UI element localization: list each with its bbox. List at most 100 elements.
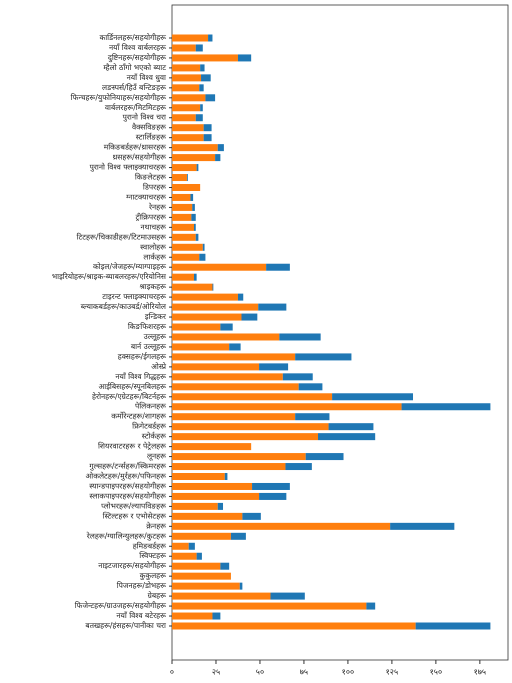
bar-segment bbox=[212, 612, 221, 620]
bar-segment bbox=[237, 54, 252, 62]
bar-segment bbox=[237, 293, 244, 301]
bar-segment bbox=[266, 263, 290, 271]
y-tick-label: ओस्प्रे bbox=[151, 362, 167, 371]
bar-segment bbox=[172, 223, 194, 231]
bar-segment bbox=[192, 203, 195, 211]
y-tick-label: पुरानो विश्व फ्लाइक्याचरहरू bbox=[90, 163, 167, 173]
y-tick-label: स्वालोहरू bbox=[140, 242, 166, 251]
y-tick-label: शियरवाटरहरू र पेट्रेलहरू bbox=[98, 442, 166, 451]
y-tick-label: नयाँ विश्व धुवा bbox=[127, 73, 167, 83]
y-tick-label: बार्न उल्लूहरू bbox=[131, 342, 166, 352]
bar-segment bbox=[215, 154, 221, 162]
x-tick-label: १७५ bbox=[474, 668, 486, 677]
bar-segment bbox=[390, 522, 455, 530]
bar-segment bbox=[172, 323, 221, 331]
bar-segment bbox=[259, 492, 287, 500]
bar-segment bbox=[199, 84, 204, 92]
bar-segment bbox=[172, 502, 218, 510]
x-tick-label: ० bbox=[170, 668, 174, 677]
y-tick-label: नथाचहरू bbox=[141, 222, 167, 231]
bar-segment bbox=[229, 343, 241, 351]
bar-segment bbox=[172, 154, 216, 162]
bar-segment bbox=[172, 373, 283, 381]
y-tick-label: मकिङबर्डहरू/थ्रासरहरू bbox=[104, 143, 166, 152]
y-tick-label: कोइल/जेजहरू/म्याग्पाइहरू bbox=[93, 262, 166, 271]
bar-segment bbox=[305, 453, 344, 461]
bar-segment bbox=[172, 343, 230, 351]
bar-segment bbox=[172, 532, 231, 540]
y-tick-label: फिजेन्टहरू/ग्राउजहरू/सहयोगीहरू bbox=[75, 601, 166, 610]
x-tick-label: १२५ bbox=[386, 668, 398, 677]
y-tick-label: ट्रीक्रिपरहरू bbox=[135, 212, 166, 221]
y-tick-label: फिन्चहरू/युफोनियाहरू/सहयोगीहरू bbox=[71, 93, 167, 103]
bar-segment bbox=[172, 174, 187, 182]
y-tick-label: कुकुलहरू bbox=[140, 571, 167, 581]
bar-segment bbox=[328, 423, 374, 431]
x-tick-label: ७५ bbox=[300, 668, 308, 677]
bar-segment bbox=[172, 363, 260, 371]
bar-segment bbox=[195, 233, 199, 241]
bar-segment bbox=[172, 562, 221, 570]
bar-segment bbox=[279, 333, 321, 341]
y-tick-label: आईबिसहरू/स्पूनबिलहरू bbox=[99, 382, 167, 392]
bar-segment bbox=[205, 94, 216, 102]
bar-segment bbox=[172, 413, 296, 421]
y-tick-label: बतखहरू/हंसहरू/पानीका चरा bbox=[85, 621, 167, 630]
bar-segment bbox=[172, 353, 296, 361]
bar-segment bbox=[332, 393, 414, 401]
bar-segment bbox=[172, 144, 218, 152]
bar-segment bbox=[172, 582, 240, 590]
bar-segment bbox=[172, 612, 213, 620]
y-tick-label: क्रेनहरू bbox=[146, 521, 166, 530]
y-tick-label: किङलेटहरू bbox=[135, 173, 166, 182]
bar-segment bbox=[318, 433, 376, 441]
y-tick-label: लार्कहरू bbox=[143, 252, 166, 261]
y-tick-label: स्यान्डपाइपरहरू/सहयोगीहरू bbox=[89, 481, 166, 490]
y-tick-label: हक्सहरू/ईगलहरू bbox=[118, 352, 166, 361]
bar-segment bbox=[172, 203, 193, 211]
y-tick-label: गुल्सहरू/टर्न्सहरू/स्किमरहरू bbox=[89, 462, 166, 472]
y-tick-label: प्लोभरहरू/ल्यापविङहरू bbox=[101, 501, 166, 510]
bar-segment bbox=[172, 273, 194, 281]
y-tick-label: स्टार्लिङहरू bbox=[136, 133, 166, 142]
bar-segment bbox=[172, 193, 191, 201]
bar-segment bbox=[172, 423, 329, 431]
bar-segment bbox=[172, 64, 201, 72]
bar-segment bbox=[193, 223, 196, 231]
y-tick-label: टिटहरू/चिकाडीहरू/टिटमाउसहरू bbox=[77, 232, 167, 241]
y-tick-label: नयाँ विश्व वार्बलरहरू bbox=[109, 43, 166, 52]
y-tick-label: फ्रिगेटबर्डहरू bbox=[132, 422, 166, 431]
y-tick-label: ग्नाटक्याचरहरू bbox=[126, 192, 166, 201]
bar-segment bbox=[196, 552, 202, 560]
bar-segment bbox=[195, 44, 203, 52]
bar-segment bbox=[172, 522, 391, 530]
bar-segment bbox=[172, 183, 201, 191]
bar-segment bbox=[172, 482, 253, 490]
y-tick-label: हमिङबर्डहरू bbox=[133, 541, 166, 550]
y-tick-label: नयाँ विश्व बटेरहरू bbox=[116, 611, 166, 620]
x-tick-label: १०० bbox=[342, 668, 354, 677]
bar-segment bbox=[172, 293, 238, 301]
y-tick-label: स्विफ्टहरू bbox=[139, 551, 166, 560]
bar-segment bbox=[172, 552, 197, 560]
bar-segment bbox=[172, 622, 416, 630]
bar-segment bbox=[172, 313, 242, 321]
bar-segment bbox=[172, 84, 200, 92]
bar-segment bbox=[258, 303, 287, 311]
bar-segment bbox=[172, 453, 306, 461]
bar-segment bbox=[172, 492, 260, 500]
y-tick-label: डिपरहरू bbox=[143, 182, 166, 191]
bar-segment bbox=[190, 193, 194, 201]
bar-segment bbox=[172, 243, 203, 251]
bar-segment bbox=[252, 482, 290, 490]
bar-segment bbox=[202, 243, 205, 251]
bar-segment bbox=[282, 373, 313, 381]
bar-segment bbox=[172, 542, 189, 550]
bar-segment bbox=[172, 283, 213, 291]
y-tick-label: कर्मोरेन्टहरू/शागहरू bbox=[111, 412, 166, 421]
bar-segment bbox=[199, 253, 206, 261]
bar-segment bbox=[172, 34, 209, 42]
bar-segment bbox=[172, 134, 204, 142]
bar-segment bbox=[212, 283, 214, 291]
